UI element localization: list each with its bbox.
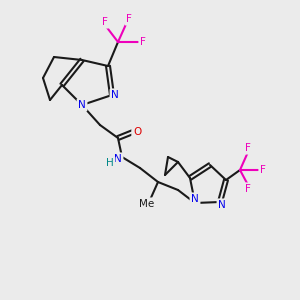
Text: F: F (140, 37, 146, 47)
Text: F: F (102, 17, 108, 27)
Text: F: F (126, 14, 132, 24)
Text: H: H (106, 158, 114, 168)
Text: N: N (191, 194, 199, 204)
Text: N: N (114, 154, 122, 164)
Text: F: F (245, 143, 251, 153)
Text: F: F (260, 165, 266, 175)
Text: Me: Me (140, 199, 154, 209)
Text: N: N (78, 100, 86, 110)
Text: F: F (245, 184, 251, 194)
Text: N: N (218, 200, 226, 210)
Text: O: O (133, 127, 141, 137)
Text: N: N (111, 90, 119, 100)
